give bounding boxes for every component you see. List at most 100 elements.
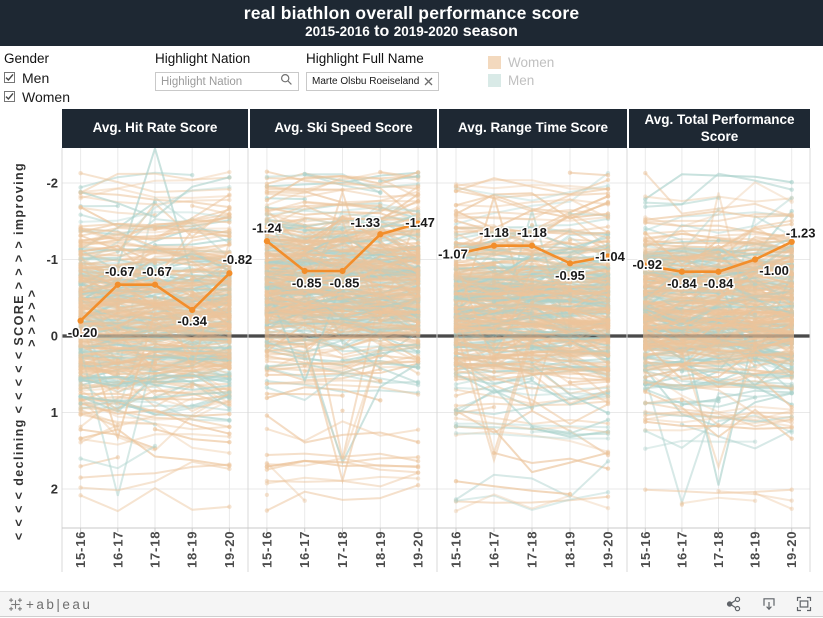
athlete-line-end <box>789 195 794 200</box>
highlighted-series-marker[interactable] <box>114 281 121 288</box>
athlete-line <box>266 346 419 359</box>
athlete-line <box>80 206 156 216</box>
highlighted-series-marker[interactable] <box>301 267 308 275</box>
athlete-line <box>266 471 419 488</box>
athlete-line-end <box>227 348 232 353</box>
athlete-line-end <box>789 487 794 492</box>
legend-item-women[interactable]: Women <box>488 54 554 71</box>
athlete-line-end <box>264 381 270 386</box>
fullscreen-icon[interactable] <box>795 596 812 613</box>
athlete-line-end <box>264 353 270 359</box>
athlete-line-end <box>415 349 421 354</box>
clear-icon[interactable] <box>424 73 433 91</box>
highlighted-series-marker[interactable] <box>528 242 536 249</box>
athlete-line-end <box>605 191 611 196</box>
athlete-line-end <box>227 340 232 345</box>
athlete-line-end <box>152 225 158 231</box>
highlighted-series-marker[interactable] <box>339 267 346 275</box>
athlete-line <box>266 462 306 502</box>
athlete-line <box>754 492 793 510</box>
athlete-line-end <box>752 395 758 400</box>
x-tick-label: 18-19 <box>373 531 388 568</box>
athlete-line-end <box>227 214 232 220</box>
legend-swatch <box>488 56 501 69</box>
gender-option-women[interactable]: Women <box>4 89 70 105</box>
athlete-line-end <box>605 490 611 495</box>
athlete-line <box>266 212 419 252</box>
highlighted-series-marker[interactable] <box>490 242 498 249</box>
athlete-line <box>266 354 419 366</box>
nation-filter: Highlight Nation Highlight Nation <box>155 51 299 91</box>
athlete-line-end <box>227 336 232 341</box>
athlete-line-end <box>453 182 459 187</box>
athlete-line-end <box>78 219 83 225</box>
athlete-line-end <box>415 304 421 309</box>
athlete-line-end <box>302 172 307 177</box>
athlete-line-end <box>415 212 421 217</box>
athlete-line-end <box>415 236 421 242</box>
highlighted-series-marker[interactable] <box>189 306 196 314</box>
gender-option-men[interactable]: Men <box>4 70 70 86</box>
athlete-line-end <box>78 252 83 257</box>
highlighted-series-marker[interactable] <box>77 317 84 324</box>
athlete-line <box>266 456 419 471</box>
highlighted-series-marker[interactable] <box>678 268 686 275</box>
athlete-line-end <box>605 353 611 358</box>
tableau-logo[interactable]: +ab|eau <box>8 597 92 612</box>
athlete-line-end <box>78 263 83 268</box>
highlighted-series-marker[interactable] <box>226 270 233 277</box>
athlete-line-end <box>264 307 270 312</box>
search-icon[interactable] <box>280 73 293 91</box>
highlighted-series-marker[interactable] <box>715 268 722 275</box>
download-icon[interactable] <box>760 596 777 613</box>
athlete-line-end <box>789 179 794 185</box>
legend-item-men[interactable]: Men <box>488 72 554 89</box>
athlete-line-end <box>227 383 232 388</box>
highlighted-series-marker[interactable] <box>566 260 574 267</box>
full-name-input[interactable]: Marte Olsbu Roeiseland <box>306 72 439 91</box>
athlete-line-end <box>605 216 611 222</box>
athlete-line <box>266 452 419 463</box>
athlete-line <box>80 391 230 403</box>
athlete-line <box>80 191 230 209</box>
athlete-line-end <box>453 202 459 208</box>
athlete-line-end <box>227 330 232 336</box>
athlete-line-end <box>78 456 83 461</box>
athlete-line-end <box>264 391 270 397</box>
highlighted-series-marker[interactable] <box>752 256 759 263</box>
athlete-line-end <box>716 300 721 305</box>
athlete-line-end <box>415 470 421 475</box>
athlete-line <box>266 386 381 402</box>
athlete-line-end <box>605 235 611 241</box>
x-tick-label: 19-20 <box>784 531 799 568</box>
athlete-line-end <box>227 434 232 439</box>
athlete-line <box>380 343 419 350</box>
athlete-line-end <box>227 290 232 295</box>
checkbox-men[interactable] <box>4 72 15 83</box>
highlighted-series-marker[interactable] <box>263 238 270 245</box>
athlete-line-end <box>605 229 611 235</box>
data-label: -0.67 <box>142 264 172 279</box>
highlighted-series-marker[interactable] <box>377 231 384 238</box>
athlete-line-end <box>264 320 270 325</box>
data-label: -1.18 <box>479 225 509 240</box>
athlete-line-end <box>78 376 83 381</box>
athlete-line-end <box>264 460 270 466</box>
athlete-line <box>266 206 419 227</box>
athlete-dot <box>264 492 269 497</box>
x-tick-label: 15-16 <box>73 531 88 568</box>
share-icon[interactable] <box>725 596 742 613</box>
athlete-line <box>266 236 381 248</box>
checkbox-women[interactable] <box>4 91 15 102</box>
athlete-line-end <box>264 207 270 212</box>
athlete-line-end <box>264 478 270 484</box>
nation-search-input[interactable]: Highlight Nation <box>155 72 299 91</box>
athlete-line-end <box>78 384 83 389</box>
athlete-line-end <box>415 192 421 198</box>
athlete-line-end <box>78 394 83 400</box>
athlete-line-end <box>752 343 758 348</box>
athlete-line <box>266 176 419 199</box>
athlete-line-end <box>227 466 232 472</box>
highlighted-series-marker[interactable] <box>151 281 159 288</box>
athlete-line-end <box>415 458 421 464</box>
